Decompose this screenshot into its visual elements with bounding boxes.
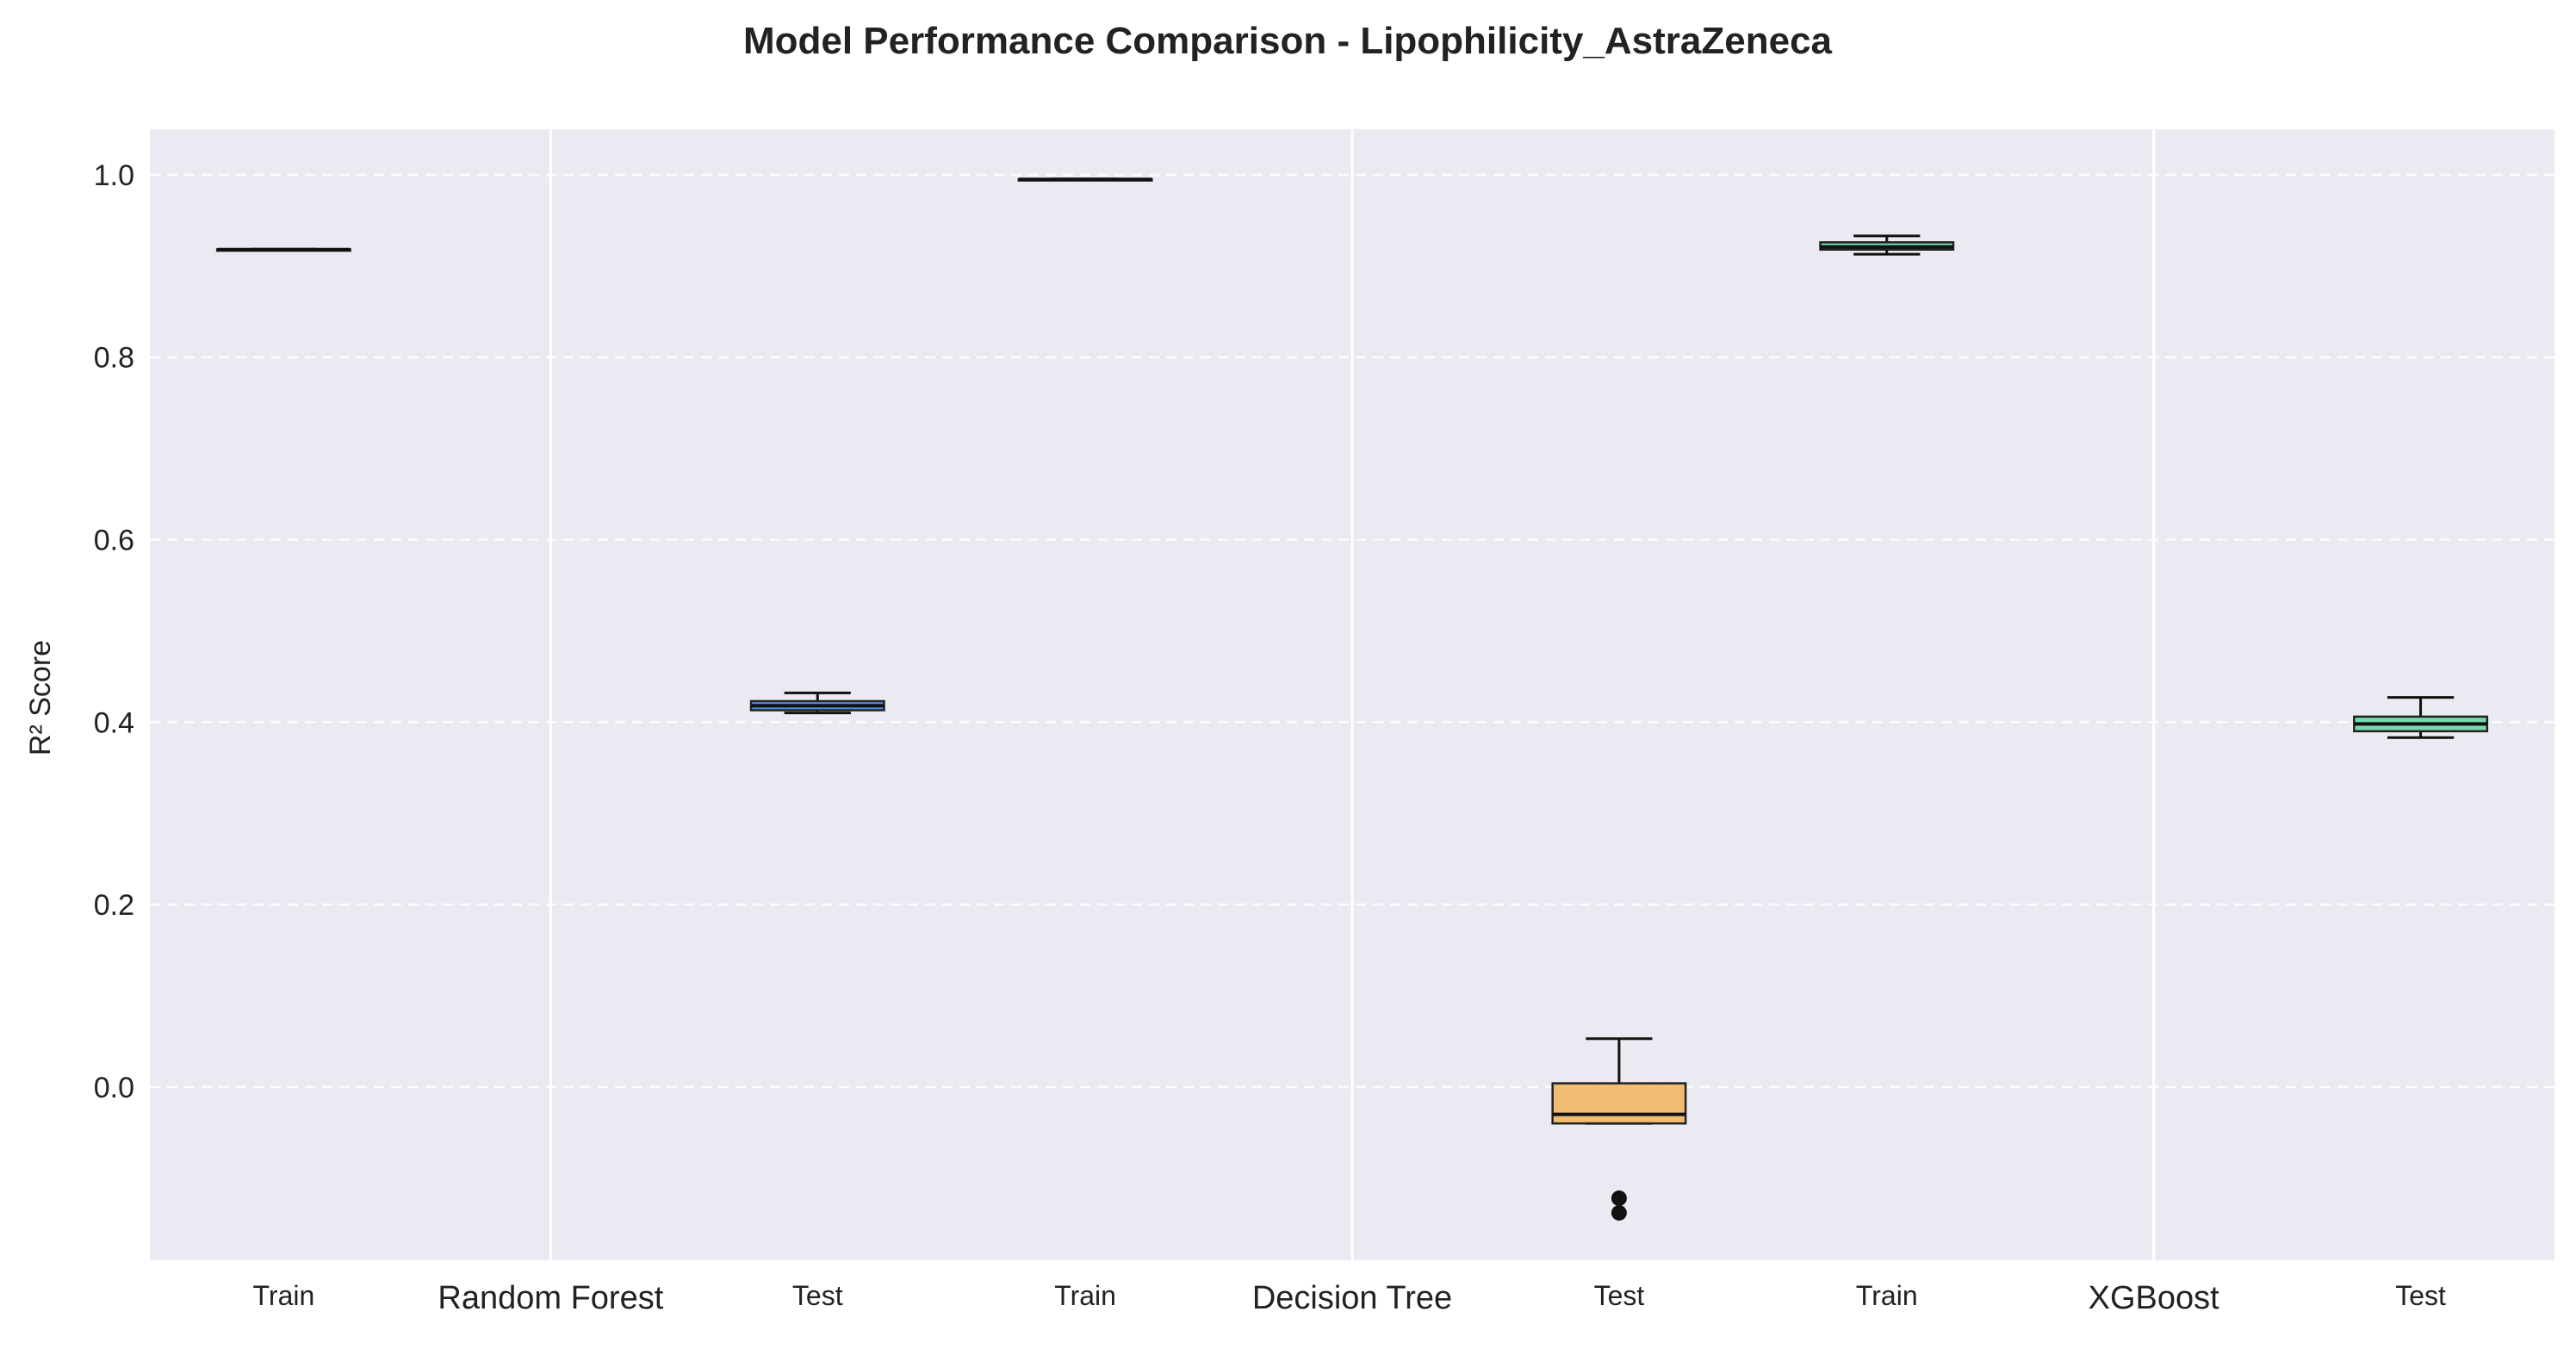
y-tick-label: 1.0 (94, 159, 134, 192)
y-tick-label: 0.2 (94, 889, 134, 922)
y-tick-label: 0.4 (94, 706, 134, 739)
group-label: Decision Tree (1252, 1280, 1452, 1316)
x-tick-label: Train (253, 1280, 315, 1311)
y-axis-label: R² Score (24, 640, 57, 755)
x-tick-label: Test (792, 1280, 843, 1311)
y-tick-label: 0.8 (94, 342, 134, 375)
x-tick-label: Train (1054, 1280, 1116, 1311)
x-tick-label: Train (1856, 1280, 1918, 1311)
chart-title: Model Performance Comparison - Lipophili… (743, 20, 1833, 62)
x-tick-label: Test (1594, 1280, 1645, 1311)
outlier-point (1611, 1204, 1627, 1221)
x-tick-label: Test (2395, 1280, 2446, 1311)
box-body (1551, 1082, 1687, 1125)
y-tick-label: 0.0 (94, 1072, 134, 1104)
group-label: XGBoost (2089, 1280, 2220, 1316)
outlier-point (1611, 1190, 1627, 1206)
y-tick-label: 0.6 (94, 524, 134, 556)
plot-area: 0.0 0.2 0.4 0.6 0.8 1.0 Train Test Random Forest… (94, 129, 2554, 1316)
group-label: Random Forest (438, 1280, 663, 1316)
